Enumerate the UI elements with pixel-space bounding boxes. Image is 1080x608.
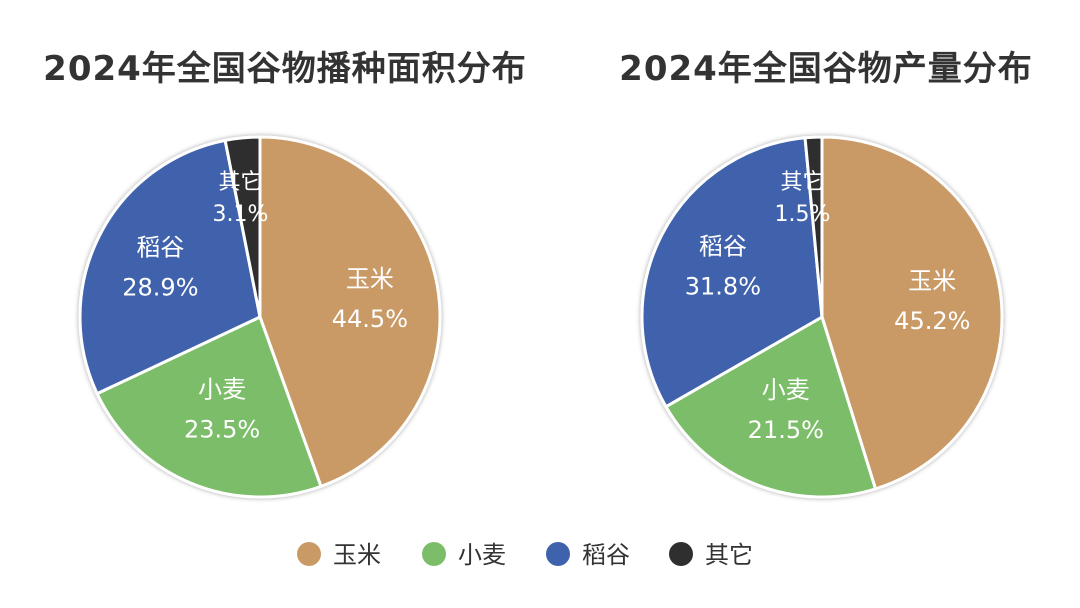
pie-chart-output: 玉米 45.2% 小麦 21.5% 稻谷 31.8% 其它 1.5% [640,135,1004,499]
pie-chart-area: 玉米 44.5% 小麦 23.5% 稻谷 28.9% 其它 3.1% [78,135,442,499]
slice-category-label-wheat: 小麦 [198,376,246,404]
chart-title-output: 2024年全国谷物产量分布 [619,49,1033,89]
pie-slice-other [223,135,262,319]
slice-value-label-rice: 28.9% [122,274,198,302]
slice-value-label-wheat: 23.5% [184,416,260,444]
chart-title-area: 2024年全国谷物播种面积分布 [43,49,527,89]
pie-slice-other [803,135,824,319]
legend-label-wheat: 小麦 [458,541,506,569]
slice-value-label-wheat: 21.5% [748,416,824,444]
pie-slice-rice [78,138,262,396]
pie-slices [640,135,1004,499]
legend-swatch-rice [546,542,570,566]
slice-category-label-corn: 玉米 [346,265,394,293]
slice-value-label-other: 1.5% [775,202,831,227]
legend-swatch-other [669,542,693,566]
legend-swatch-wheat [422,542,446,566]
pie-slice-corn [820,135,1004,491]
pie-slice-wheat [95,315,323,499]
legend-label-other: 其它 [705,541,753,569]
legend-swatch-corn [297,542,321,566]
slice-category-label-other: 其它 [218,170,262,195]
slice-value-label-other: 3.1% [213,202,269,227]
slice-category-label-rice: 稻谷 [699,233,747,261]
slice-category-label-wheat: 小麦 [762,376,810,404]
pie-slice-wheat [664,315,877,499]
pie-slice-rice [640,136,824,409]
slice-category-label-corn: 玉米 [908,267,956,295]
slice-value-label-rice: 31.8% [685,273,761,301]
legend-label-rice: 稻谷 [582,541,630,569]
slice-value-label-corn: 45.2% [894,307,970,335]
legend-label-corn: 玉米 [333,541,381,569]
legend: 玉米 小麦 稻谷 其它 [297,541,753,569]
slice-value-label-corn: 44.5% [332,305,408,333]
slice-category-label-other: 其它 [780,170,824,195]
pie-slices [78,135,442,499]
pie-slice-corn [258,135,442,488]
slice-category-label-rice: 稻谷 [136,234,184,262]
